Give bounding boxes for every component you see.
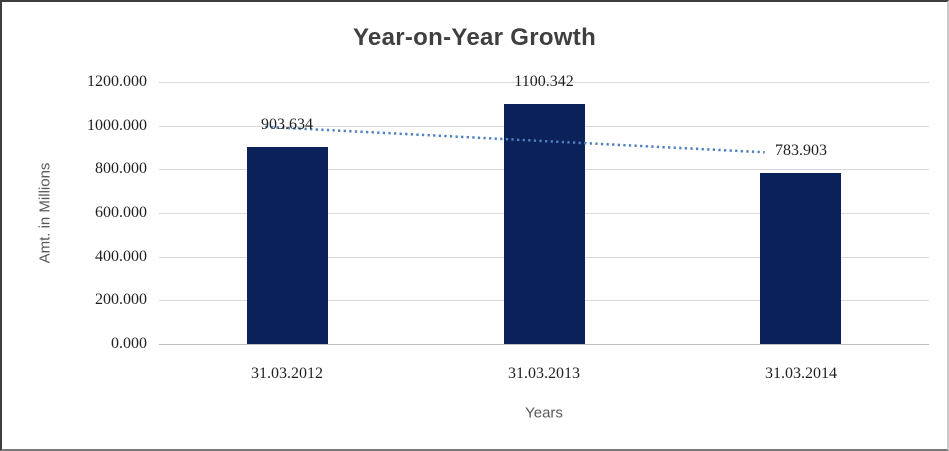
bar-data-label: 903.634 (261, 116, 313, 133)
y-tick-label: 800.000 (95, 160, 147, 177)
y-tick-label: 1200.000 (87, 73, 147, 90)
y-tick-label: 200.000 (95, 291, 147, 308)
y-tick-label: 400.000 (95, 248, 147, 265)
x-axis-line (159, 344, 929, 345)
bar (760, 173, 841, 344)
x-tick-label: 31.03.2014 (765, 365, 837, 382)
bar-data-label: 783.903 (775, 142, 827, 159)
bar-data-label: 1100.342 (514, 73, 574, 90)
chart-title: Year-on-Year Growth (352, 24, 597, 51)
bar (247, 147, 328, 344)
y-tick-label: 0.000 (111, 335, 147, 352)
bar (504, 104, 585, 344)
y-tick-label: 600.000 (95, 204, 147, 221)
y-tick-label: 1000.000 (87, 117, 147, 134)
x-tick-label: 31.03.2013 (508, 365, 580, 382)
gridline (159, 82, 929, 83)
x-tick-label: 31.03.2012 (251, 365, 323, 382)
x-axis-title: Years (525, 404, 563, 422)
